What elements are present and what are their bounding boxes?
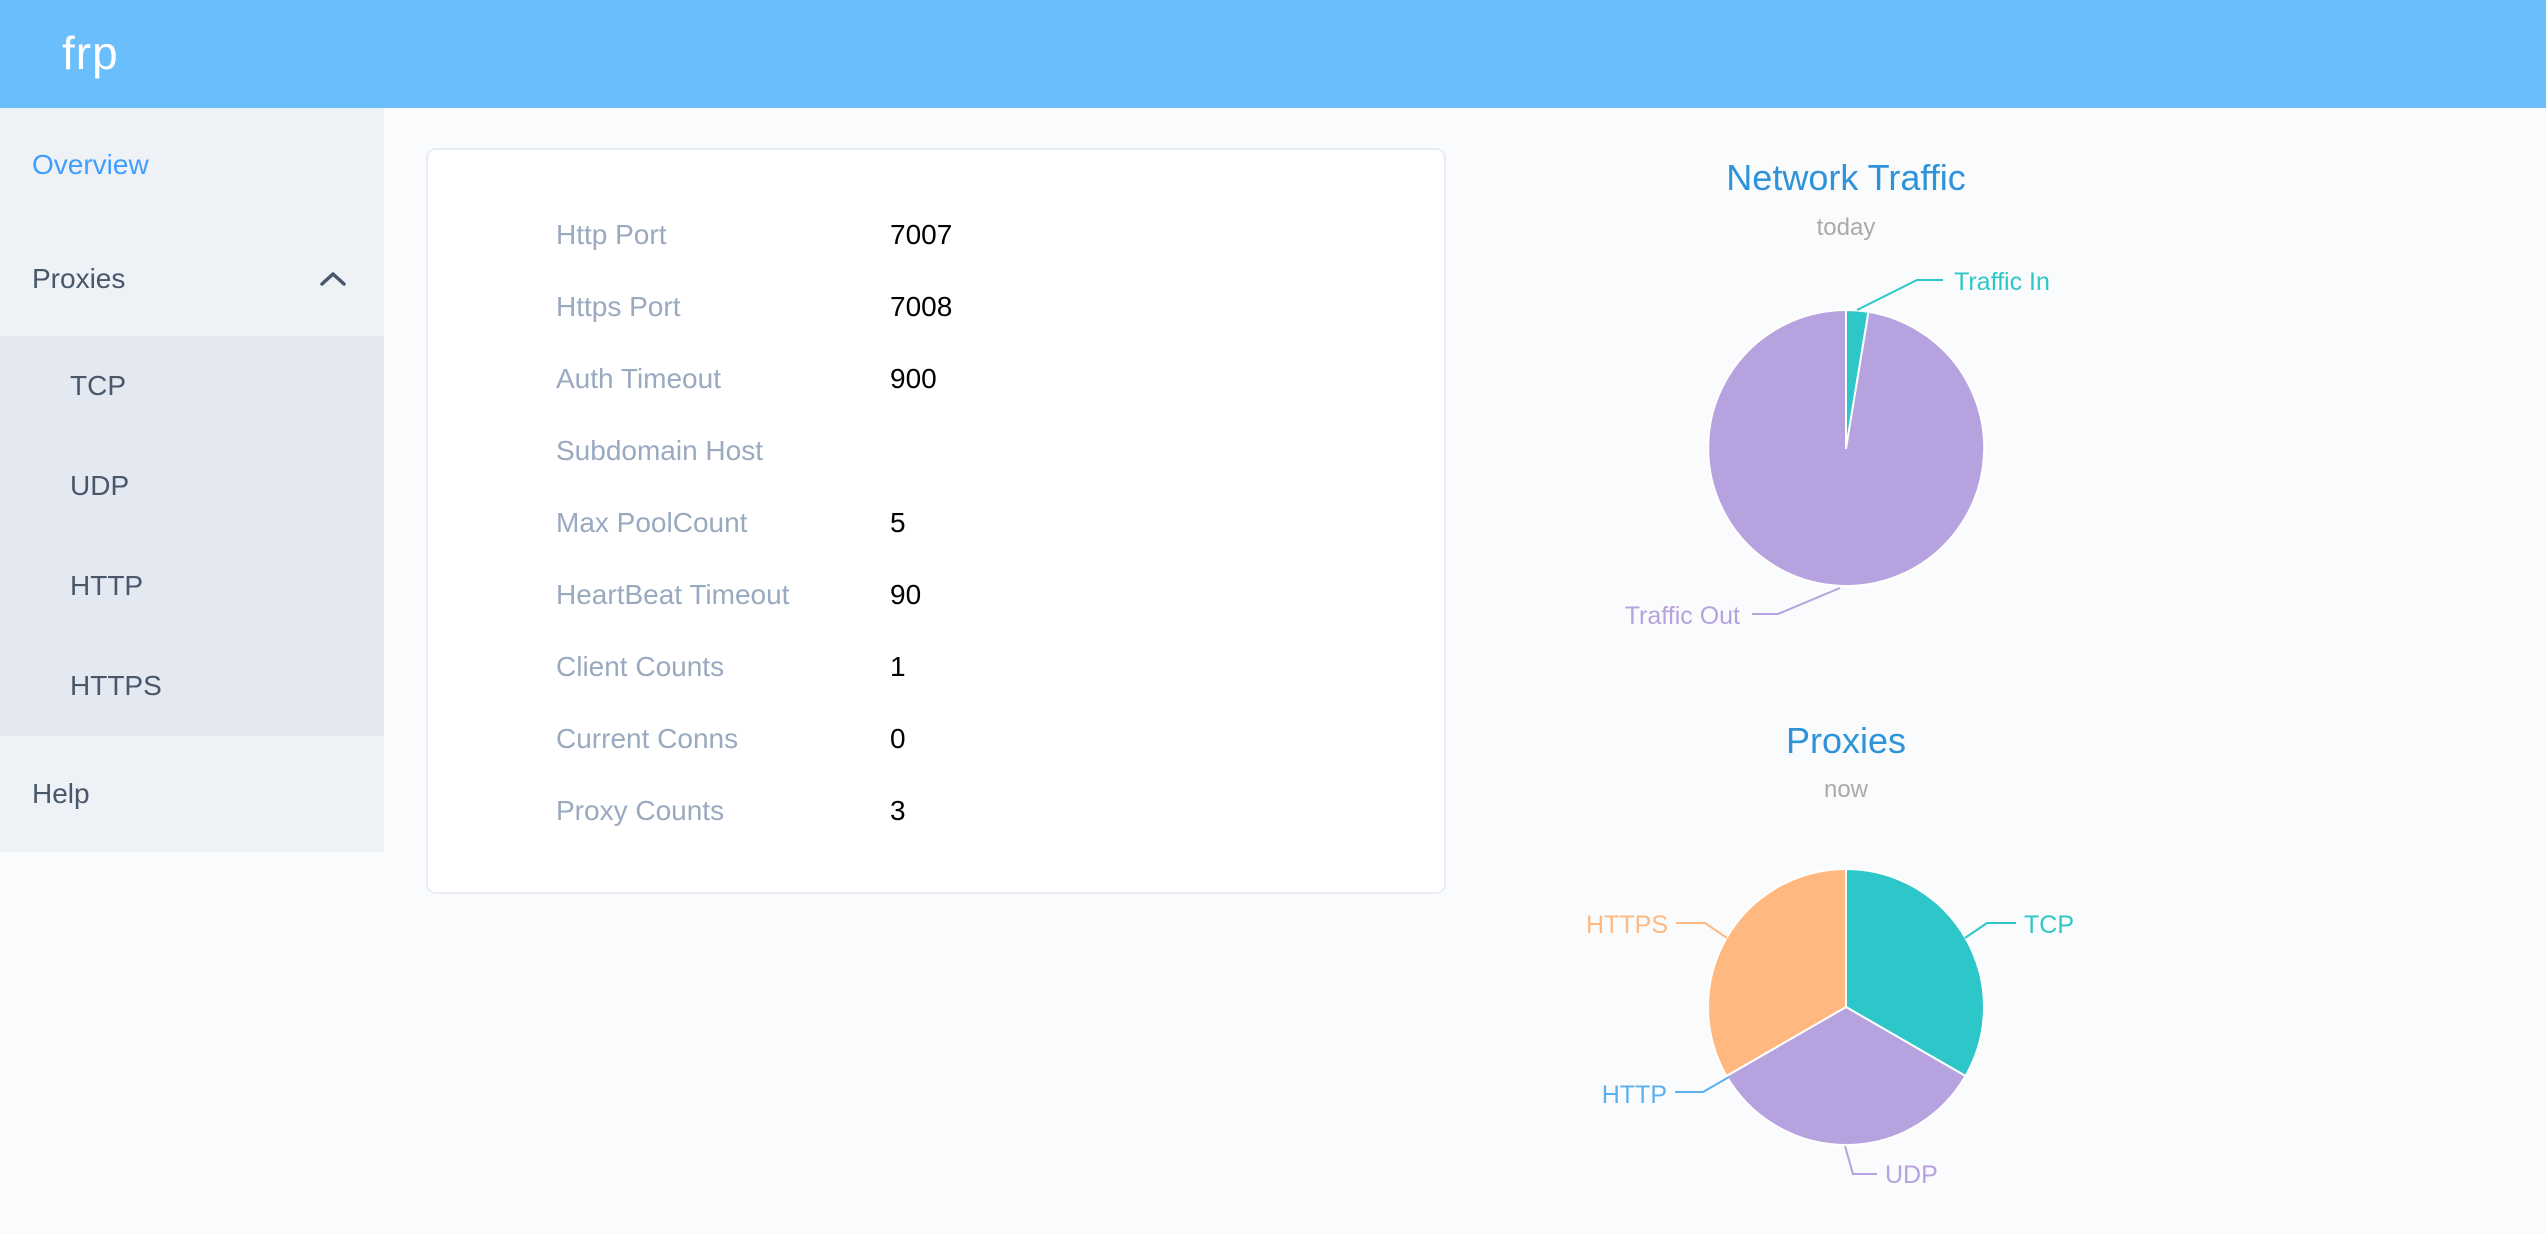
label-line-traffic-out bbox=[1752, 587, 1841, 615]
config-row: Auth Timeout 900 bbox=[428, 343, 1444, 415]
sidebar-item-overview[interactable]: Overview bbox=[0, 108, 384, 222]
config-label: Https Port bbox=[556, 291, 681, 322]
config-row: Https Port 7008 bbox=[428, 271, 1444, 343]
config-value: 90 bbox=[890, 579, 922, 610]
pie-label-traffic-in: Traffic In bbox=[1954, 268, 2050, 296]
pie-label-http: HTTP bbox=[1602, 1081, 1667, 1109]
app-header: frp bbox=[0, 0, 2546, 108]
pie-slice-udp[interactable] bbox=[1725, 1006, 1967, 1146]
sidebar-item-udp-label: UDP bbox=[70, 470, 130, 501]
label-line-traffic-in bbox=[1856, 279, 1943, 311]
label-line-https bbox=[1676, 922, 1728, 939]
sidebar: Overview Proxies TCP UDP HTTP HTTPS Help bbox=[0, 108, 384, 852]
proxies-submenu: TCP UDP HTTP HTTPS bbox=[0, 336, 384, 736]
config-label: HeartBeat Timeout bbox=[556, 579, 790, 610]
config-value: 0 bbox=[890, 723, 906, 754]
proxies-title: Proxies bbox=[1786, 720, 1906, 761]
pie-label-udp: UDP bbox=[1885, 1161, 1938, 1189]
sidebar-item-help-label: Help bbox=[32, 778, 90, 809]
config-value: 7007 bbox=[890, 219, 953, 250]
server-config-card: Http Port 7007 Https Port 7008 Auth Time… bbox=[426, 148, 1446, 894]
sidebar-item-overview-label: Overview bbox=[32, 149, 149, 180]
config-row: Max PoolCount 5 bbox=[428, 487, 1444, 559]
config-row: Subdomain Host bbox=[428, 415, 1444, 487]
charts-canvas: Network Traffic today Traffic In Traffic… bbox=[1586, 157, 2074, 1189]
config-row: Client Counts 1 bbox=[428, 631, 1444, 703]
label-line-tcp bbox=[1964, 922, 2016, 939]
label-line-udp bbox=[1844, 1145, 1877, 1175]
sidebar-item-proxies-label: Proxies bbox=[32, 263, 126, 294]
pie-label-https: HTTPS bbox=[1586, 911, 1668, 939]
config-label: Http Port bbox=[556, 219, 667, 250]
config-label: Subdomain Host bbox=[556, 435, 764, 466]
config-row: Current Conns 0 bbox=[428, 703, 1444, 775]
sidebar-item-https-label: HTTPS bbox=[70, 670, 162, 701]
config-label: Current Conns bbox=[556, 723, 739, 754]
config-label: Client Counts bbox=[556, 651, 725, 682]
pie-label-tcp: TCP bbox=[2024, 911, 2074, 939]
network-traffic-title: Network Traffic bbox=[1726, 157, 1965, 198]
sidebar-item-https[interactable]: HTTPS bbox=[0, 636, 384, 736]
sidebar-item-udp[interactable]: UDP bbox=[0, 436, 384, 536]
sidebar-item-tcp[interactable]: TCP bbox=[0, 336, 384, 436]
config-value: 5 bbox=[890, 507, 906, 538]
config-label: Auth Timeout bbox=[556, 363, 721, 394]
config-value: 900 bbox=[890, 363, 937, 394]
network-traffic-chart: Network Traffic today Traffic In Traffic… bbox=[1625, 157, 2050, 630]
chevron-up-icon bbox=[320, 272, 346, 286]
network-traffic-subtitle: today bbox=[1817, 214, 1876, 241]
config-label: Max PoolCount bbox=[556, 507, 748, 538]
config-value: 3 bbox=[890, 795, 906, 826]
sidebar-item-proxies[interactable]: Proxies bbox=[0, 222, 384, 336]
config-row: Http Port 7007 bbox=[428, 199, 1444, 271]
config-label: Proxy Counts bbox=[556, 795, 725, 826]
sidebar-item-http[interactable]: HTTP bbox=[0, 536, 384, 636]
pie-label-traffic-out: Traffic Out bbox=[1625, 602, 1740, 630]
config-row: HeartBeat Timeout 90 bbox=[428, 559, 1444, 631]
config-value: 7008 bbox=[890, 291, 953, 322]
app-logo: frp bbox=[62, 27, 119, 79]
sidebar-item-http-label: HTTP bbox=[70, 570, 144, 601]
config-value: 1 bbox=[890, 651, 906, 682]
sidebar-item-help[interactable]: Help bbox=[0, 736, 384, 852]
config-row: Proxy Counts 3 bbox=[428, 775, 1444, 847]
sidebar-item-tcp-label: TCP bbox=[70, 370, 126, 401]
label-line-http bbox=[1675, 1076, 1730, 1093]
proxies-subtitle: now bbox=[1824, 776, 1869, 803]
proxies-chart: Proxies now TCP HTTPS HTTP UDP bbox=[1586, 720, 2074, 1189]
